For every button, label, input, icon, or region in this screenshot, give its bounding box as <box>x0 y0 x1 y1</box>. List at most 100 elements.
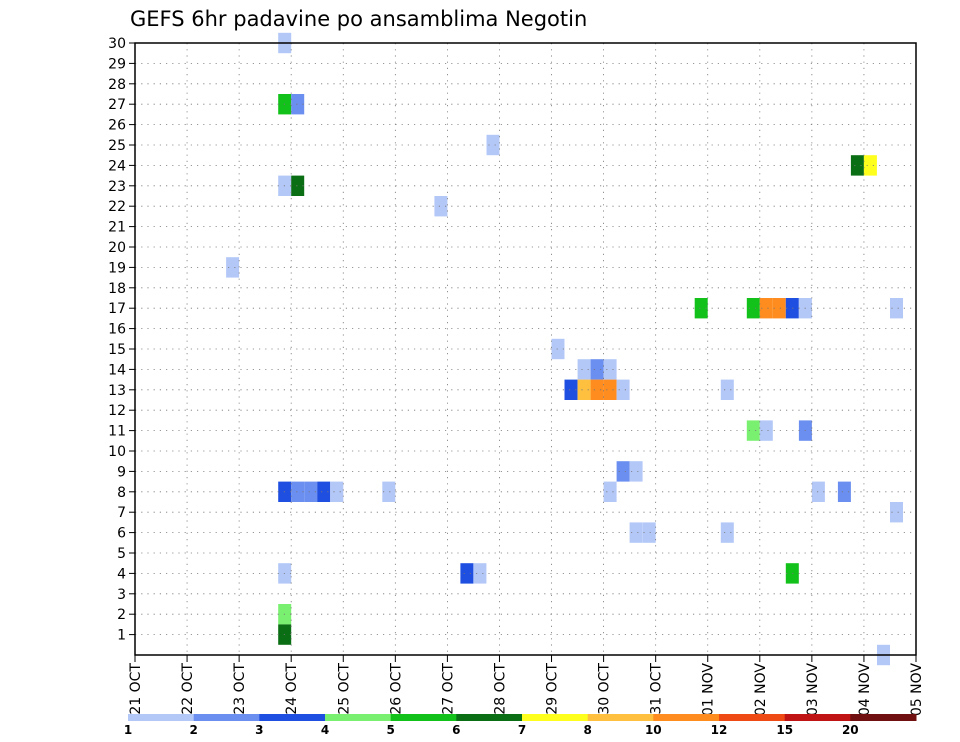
y-tick-label: 4 <box>117 566 126 582</box>
x-tick-label: 31 OCT <box>649 663 665 715</box>
y-tick-label: 24 <box>108 158 126 174</box>
precip-cell <box>603 359 617 380</box>
legend-level-label: 6 <box>452 723 460 737</box>
y-tick-label: 29 <box>108 56 126 72</box>
precip-cell <box>694 298 708 319</box>
legend-level-label: 2 <box>190 723 198 737</box>
x-tick-label: 28 OCT <box>492 663 508 715</box>
y-tick-label: 20 <box>108 240 126 256</box>
precip-cell <box>811 481 825 502</box>
precip-cell <box>890 502 903 523</box>
precip-cell <box>629 522 643 543</box>
y-tick-label: 22 <box>108 199 126 215</box>
legend-level-label: 12 <box>711 723 728 737</box>
y-tick-label: 25 <box>108 138 126 154</box>
precip-cell <box>291 94 305 115</box>
x-tick-label: 23 OCT <box>232 663 248 715</box>
precip-cell <box>863 155 877 176</box>
y-tick-label: 17 <box>108 301 126 317</box>
y-tick-label: 3 <box>117 587 126 603</box>
y-axis: 1234567891011121314151617181920212223242… <box>108 36 135 644</box>
precip-cell <box>603 481 617 502</box>
y-tick-label: 23 <box>108 179 126 195</box>
legend-level-label: 7 <box>518 723 526 737</box>
y-tick-label: 28 <box>108 77 126 93</box>
precip-cell <box>772 298 786 319</box>
x-axis: 21 OCT 22 OCT 23 OCT 24 OCT 25 OCT 26 OCT 27 O… <box>128 655 925 716</box>
legend-swatch <box>850 714 917 721</box>
legend-swatch <box>193 714 260 721</box>
legend-level-label: 1 <box>124 723 132 737</box>
x-tick-label: 25 OCT <box>336 663 352 715</box>
legend-swatch <box>390 714 457 721</box>
precip-cell <box>720 522 734 543</box>
y-tick-label: 26 <box>108 118 126 134</box>
precip-cell <box>434 196 448 217</box>
x-tick-label: 02 NOV <box>753 663 769 717</box>
legend-level-label: 5 <box>387 723 395 737</box>
precip-cell <box>850 155 864 176</box>
color-legend: 1 2 3 4 5 6 7 8 10 12 15 20 <box>124 714 917 737</box>
x-tick-label: 22 OCT <box>180 663 196 715</box>
y-tick-label: 8 <box>117 485 126 501</box>
precip-cell <box>486 134 500 156</box>
x-tick-label: 29 OCT <box>545 663 561 715</box>
precip-cell <box>720 379 734 400</box>
y-tick-label: 30 <box>108 36 126 52</box>
legend-level-label: 3 <box>255 723 263 737</box>
y-tick-label: 10 <box>108 444 126 460</box>
y-tick-label: 13 <box>108 383 126 399</box>
precip-cell <box>226 257 240 278</box>
precip-cell <box>291 175 305 196</box>
precip-cell <box>616 461 630 482</box>
y-tick-label: 2 <box>117 607 126 623</box>
precip-cell <box>460 563 474 584</box>
y-tick-label: 18 <box>108 281 126 297</box>
precip-cell <box>746 420 760 441</box>
y-tick-label: 16 <box>108 322 126 338</box>
y-tick-label: 9 <box>117 464 126 480</box>
precip-cell <box>382 481 396 502</box>
legend-level-label: 10 <box>645 723 662 737</box>
legend-swatch <box>784 714 851 721</box>
legend-swatch <box>522 714 589 721</box>
precip-cell <box>473 563 487 584</box>
y-tick-label: 21 <box>108 220 126 236</box>
precip-cell <box>642 522 656 543</box>
legend-level-label: 8 <box>584 723 592 737</box>
legend-level-label: 15 <box>776 723 793 737</box>
x-tick-label: 04 NOV <box>857 663 873 717</box>
precip-cell <box>590 359 604 380</box>
y-tick-label: 6 <box>117 526 126 542</box>
x-tick-label: 05 NOV <box>909 663 925 717</box>
chart-title: GEFS 6hr padavine po ansamblima Negotin <box>130 7 587 31</box>
precip-cell <box>616 379 630 400</box>
y-tick-label: 27 <box>108 97 126 113</box>
precip-cell <box>603 379 617 400</box>
precip-cell <box>759 420 773 441</box>
legend-swatch <box>325 714 392 721</box>
x-tick-label: 26 OCT <box>388 663 404 715</box>
precip-cell <box>564 379 578 400</box>
x-tick-label: 21 OCT <box>128 663 144 715</box>
y-tick-label: 14 <box>108 362 126 378</box>
precip-cell <box>746 298 760 319</box>
precip-cell <box>317 481 331 502</box>
y-tick-label: 15 <box>108 342 126 358</box>
legend-level-label: 20 <box>842 723 859 737</box>
legend-swatch <box>653 714 720 721</box>
y-tick-label: 1 <box>117 628 126 644</box>
precip-cell <box>330 481 344 502</box>
precip-cell <box>551 338 565 360</box>
y-tick-label: 5 <box>117 546 126 562</box>
precip-cell <box>890 298 903 319</box>
legend-level-label: 4 <box>321 723 329 737</box>
x-tick-label: 27 OCT <box>440 663 456 715</box>
grid-lines <box>135 42 916 655</box>
y-tick-label: 11 <box>108 424 126 440</box>
precip-cell <box>590 379 604 400</box>
legend-swatch <box>719 714 786 721</box>
legend-swatch <box>259 714 326 721</box>
precip-cell <box>629 461 643 482</box>
